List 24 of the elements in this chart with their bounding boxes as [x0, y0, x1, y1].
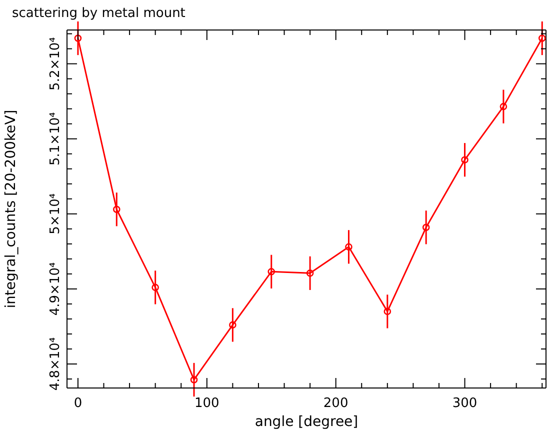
- point: [422, 224, 430, 232]
- x-tick-label: 100: [194, 396, 220, 411]
- y-tick-label: 5.1×10⁴: [48, 112, 63, 166]
- point: [384, 308, 392, 316]
- point: [112, 206, 120, 214]
- x-tick-label: 0: [74, 396, 82, 411]
- point: [74, 34, 82, 42]
- point: [500, 102, 508, 110]
- point: [345, 243, 352, 251]
- point: [229, 321, 236, 329]
- y-axis-title: integral_counts [20-200keV]: [2, 110, 19, 308]
- y-tick-label: 5×10⁴: [48, 193, 63, 234]
- chart-title: scattering by metal mount: [12, 6, 186, 21]
- y-tick-label: 4.8×10⁴: [48, 337, 63, 391]
- y-tick-label: 5.2×10⁴: [48, 37, 63, 90]
- point: [306, 270, 314, 277]
- y-tick-label: 4.9×10⁴: [48, 262, 63, 316]
- point: [461, 156, 468, 164]
- x-tick-label: 300: [452, 396, 478, 411]
- x-tick-label: 200: [323, 396, 348, 411]
- x-axis-title: angle [degree]: [254, 414, 358, 430]
- point: [268, 268, 276, 276]
- point: [190, 376, 198, 384]
- point: [152, 284, 159, 292]
